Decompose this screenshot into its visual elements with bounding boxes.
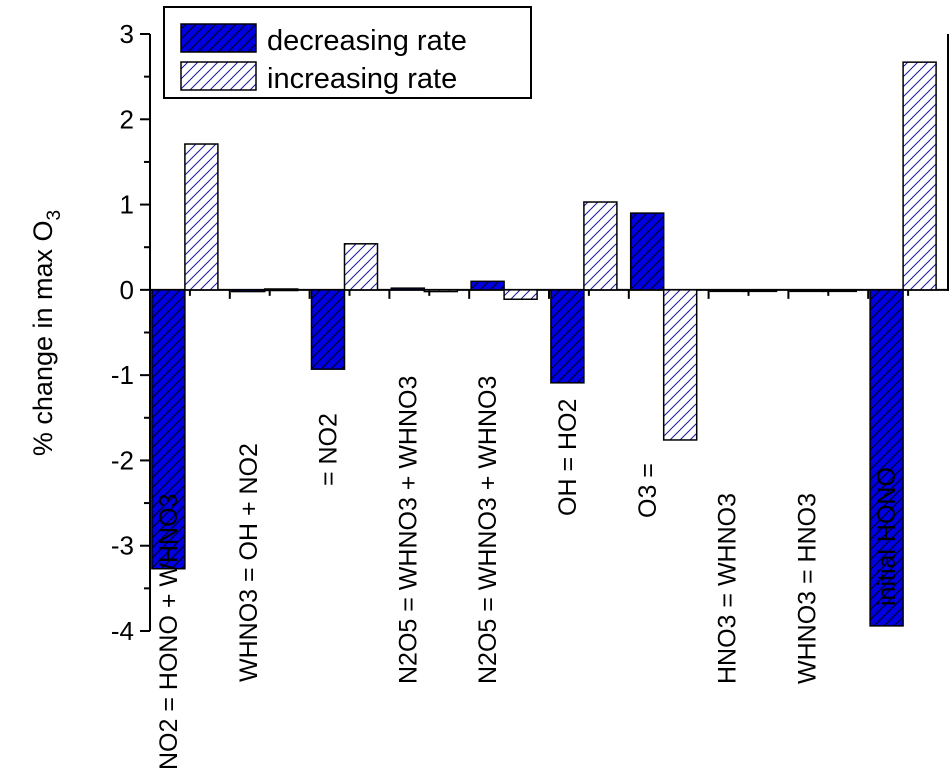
legend: decreasing rate increasing rate — [163, 6, 532, 99]
bar-decreasing-3 — [310, 289, 346, 370]
category-labels: NO2 = HONO + WHNO3 WHNO3 = OH + NO2 = NO2 N… — [155, 376, 901, 770]
bar-decreasing-6 — [550, 289, 585, 384]
y-tick-label: -3 — [111, 531, 134, 561]
y-tick-label: -2 — [111, 445, 134, 475]
y-axis-title-subscript: 3 — [44, 210, 65, 221]
bar-increasing-3 — [343, 243, 379, 291]
svg-text:% change in max O3: % change in max O3 — [28, 210, 65, 456]
x-ticks — [188, 289, 910, 299]
bar-decreasing-8 — [709, 289, 745, 293]
legend-label-increasing: increasing rate — [267, 63, 457, 95]
legend-swatch-decreasing — [180, 23, 257, 53]
bar-decreasing-7 — [629, 212, 665, 291]
bar-increasing-7 — [662, 289, 698, 441]
bars — [151, 61, 937, 627]
legend-swatch-increasing — [180, 61, 257, 91]
y-tick-label: 2 — [120, 104, 134, 134]
legend-label-decreasing: decreasing rate — [267, 25, 467, 57]
y-axis: -4 -3 -2 -1 0 1 2 3 — [111, 19, 151, 646]
bar-decreasing-2 — [230, 289, 266, 293]
y-ticks: -4 -3 -2 -1 0 1 2 3 — [111, 19, 150, 646]
x-category-label: N2O5 = WHNO3 + WHNO3 — [394, 376, 422, 684]
x-category-label: WHNO3 = HNO3 — [793, 493, 821, 684]
x-category-label: O3 = — [634, 463, 662, 518]
bar-decreasing-1 — [151, 289, 186, 570]
bar-increasing-8 — [742, 289, 778, 293]
x-category-label: WHNO3 = OH + NO2 — [235, 443, 263, 682]
x-category-label: HNO3 = WHNO3 — [714, 493, 742, 684]
bar-increasing-2 — [263, 288, 299, 292]
y-tick-label: -1 — [111, 360, 134, 390]
y-tick-label: 1 — [120, 190, 134, 220]
x-category-label: N2O5 = WHNO3 + WHNO3 — [474, 376, 502, 684]
y-tick-label: -4 — [111, 616, 134, 646]
bar-decreasing-9 — [789, 289, 825, 293]
bar-decreasing-4 — [390, 287, 426, 291]
bar-decreasing-5 — [470, 280, 505, 291]
x-category-label: NO2 = HONO + WHNO3 — [155, 494, 183, 770]
bar-increasing-6 — [583, 201, 618, 291]
bar-increasing-1 — [184, 143, 219, 291]
bar-increasing-5 — [503, 289, 538, 300]
bar-decreasing-10 — [869, 289, 904, 627]
x-category-label: initial HONO — [873, 467, 901, 606]
y-axis-title: % change in max O3 — [28, 210, 65, 456]
y-tick-label: 0 — [120, 275, 134, 305]
bar-increasing-10 — [902, 61, 937, 291]
x-category-label: = NO2 — [315, 413, 343, 486]
y-axis-title-text: % change in max O — [28, 220, 58, 456]
x-category-label: OH = HO2 — [554, 399, 582, 516]
bar-increasing-9 — [822, 289, 858, 293]
y-tick-label: 3 — [120, 19, 134, 49]
bar-increasing-4 — [423, 289, 459, 293]
